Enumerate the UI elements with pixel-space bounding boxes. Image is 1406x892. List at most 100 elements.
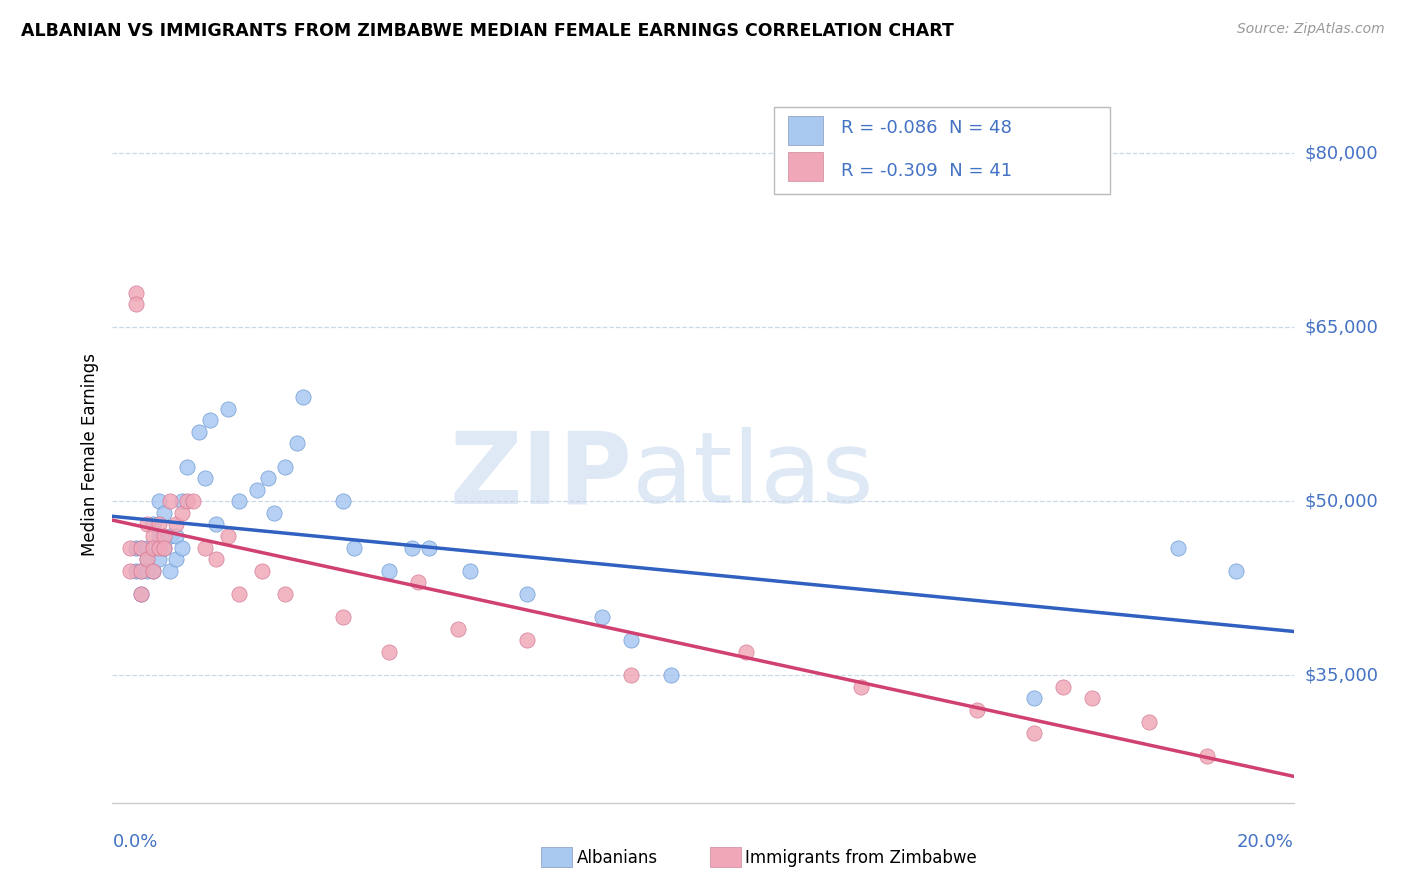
Bar bbox=[787, 116, 824, 145]
Y-axis label: Median Female Earnings: Median Female Earnings bbox=[80, 353, 98, 557]
Point bbox=[228, 587, 250, 601]
Point bbox=[187, 425, 209, 439]
Point bbox=[252, 564, 274, 578]
Point bbox=[274, 459, 297, 474]
Text: $50,000: $50,000 bbox=[1305, 492, 1378, 510]
Text: $80,000: $80,000 bbox=[1305, 145, 1378, 162]
Text: $35,000: $35,000 bbox=[1305, 666, 1379, 684]
Point bbox=[181, 494, 204, 508]
FancyBboxPatch shape bbox=[773, 107, 1111, 194]
Text: Source: ZipAtlas.com: Source: ZipAtlas.com bbox=[1237, 22, 1385, 37]
Point bbox=[142, 517, 165, 532]
Bar bbox=[787, 153, 824, 181]
Text: $65,000: $65,000 bbox=[1305, 318, 1378, 336]
Point bbox=[200, 413, 222, 427]
Point bbox=[966, 703, 988, 717]
Point bbox=[129, 564, 152, 578]
Point bbox=[1225, 564, 1247, 578]
Point bbox=[148, 541, 170, 555]
Point bbox=[136, 541, 159, 555]
Point bbox=[332, 610, 354, 624]
Point bbox=[129, 541, 152, 555]
Point bbox=[142, 564, 165, 578]
Point bbox=[620, 633, 643, 648]
Text: 20.0%: 20.0% bbox=[1237, 833, 1294, 851]
Text: Albanians: Albanians bbox=[576, 849, 658, 867]
Point bbox=[129, 564, 152, 578]
Point bbox=[378, 645, 401, 659]
Text: Immigrants from Zimbabwe: Immigrants from Zimbabwe bbox=[745, 849, 977, 867]
Point bbox=[142, 541, 165, 555]
Point bbox=[170, 541, 193, 555]
Point bbox=[205, 552, 228, 566]
Point bbox=[165, 529, 187, 543]
Point bbox=[1024, 726, 1046, 740]
Point bbox=[129, 587, 152, 601]
Point bbox=[659, 668, 682, 682]
Point bbox=[516, 633, 538, 648]
Point bbox=[153, 541, 176, 555]
Point bbox=[148, 552, 170, 566]
Point bbox=[129, 541, 152, 555]
Point bbox=[1052, 680, 1074, 694]
Point bbox=[159, 529, 181, 543]
Point bbox=[153, 541, 176, 555]
Point bbox=[217, 401, 239, 416]
Point bbox=[245, 483, 267, 497]
Point bbox=[401, 541, 423, 555]
Point bbox=[1167, 541, 1189, 555]
Point bbox=[591, 610, 613, 624]
Point bbox=[378, 564, 401, 578]
Point bbox=[142, 529, 165, 543]
Point bbox=[274, 587, 297, 601]
Point bbox=[124, 285, 146, 300]
Point bbox=[136, 552, 159, 566]
Point bbox=[516, 587, 538, 601]
Text: ZIP: ZIP bbox=[450, 427, 633, 524]
Point bbox=[170, 506, 193, 520]
Point bbox=[170, 494, 193, 508]
Point bbox=[148, 529, 170, 543]
Point bbox=[263, 506, 285, 520]
Point bbox=[159, 564, 181, 578]
Point bbox=[165, 517, 187, 532]
Point bbox=[194, 471, 217, 485]
Point bbox=[142, 564, 165, 578]
Point bbox=[1197, 749, 1219, 764]
Point bbox=[1139, 714, 1161, 729]
Point bbox=[136, 517, 159, 532]
Point bbox=[118, 541, 141, 555]
Point bbox=[406, 575, 429, 590]
Point bbox=[285, 436, 308, 450]
Point bbox=[205, 517, 228, 532]
Text: R = -0.086  N = 48: R = -0.086 N = 48 bbox=[841, 119, 1012, 136]
Point bbox=[228, 494, 250, 508]
Point bbox=[136, 564, 159, 578]
Point bbox=[136, 552, 159, 566]
Point bbox=[124, 564, 146, 578]
Text: R = -0.309  N = 41: R = -0.309 N = 41 bbox=[841, 162, 1012, 180]
Point bbox=[148, 517, 170, 532]
Point bbox=[124, 541, 146, 555]
Point bbox=[153, 506, 176, 520]
Point bbox=[1081, 691, 1104, 706]
Point bbox=[165, 552, 187, 566]
Point bbox=[851, 680, 873, 694]
Point bbox=[176, 459, 198, 474]
Point bbox=[332, 494, 354, 508]
Point bbox=[124, 297, 146, 311]
Text: 0.0%: 0.0% bbox=[112, 833, 157, 851]
Point bbox=[418, 541, 440, 555]
Point bbox=[343, 541, 366, 555]
Point bbox=[129, 587, 152, 601]
Point bbox=[735, 645, 758, 659]
Text: atlas: atlas bbox=[633, 427, 873, 524]
Point bbox=[148, 494, 170, 508]
Point bbox=[194, 541, 217, 555]
Point bbox=[159, 494, 181, 508]
Text: ALBANIAN VS IMMIGRANTS FROM ZIMBABWE MEDIAN FEMALE EARNINGS CORRELATION CHART: ALBANIAN VS IMMIGRANTS FROM ZIMBABWE MED… bbox=[21, 22, 953, 40]
Point bbox=[153, 529, 176, 543]
Point bbox=[142, 541, 165, 555]
Point bbox=[447, 622, 470, 636]
Point bbox=[118, 564, 141, 578]
